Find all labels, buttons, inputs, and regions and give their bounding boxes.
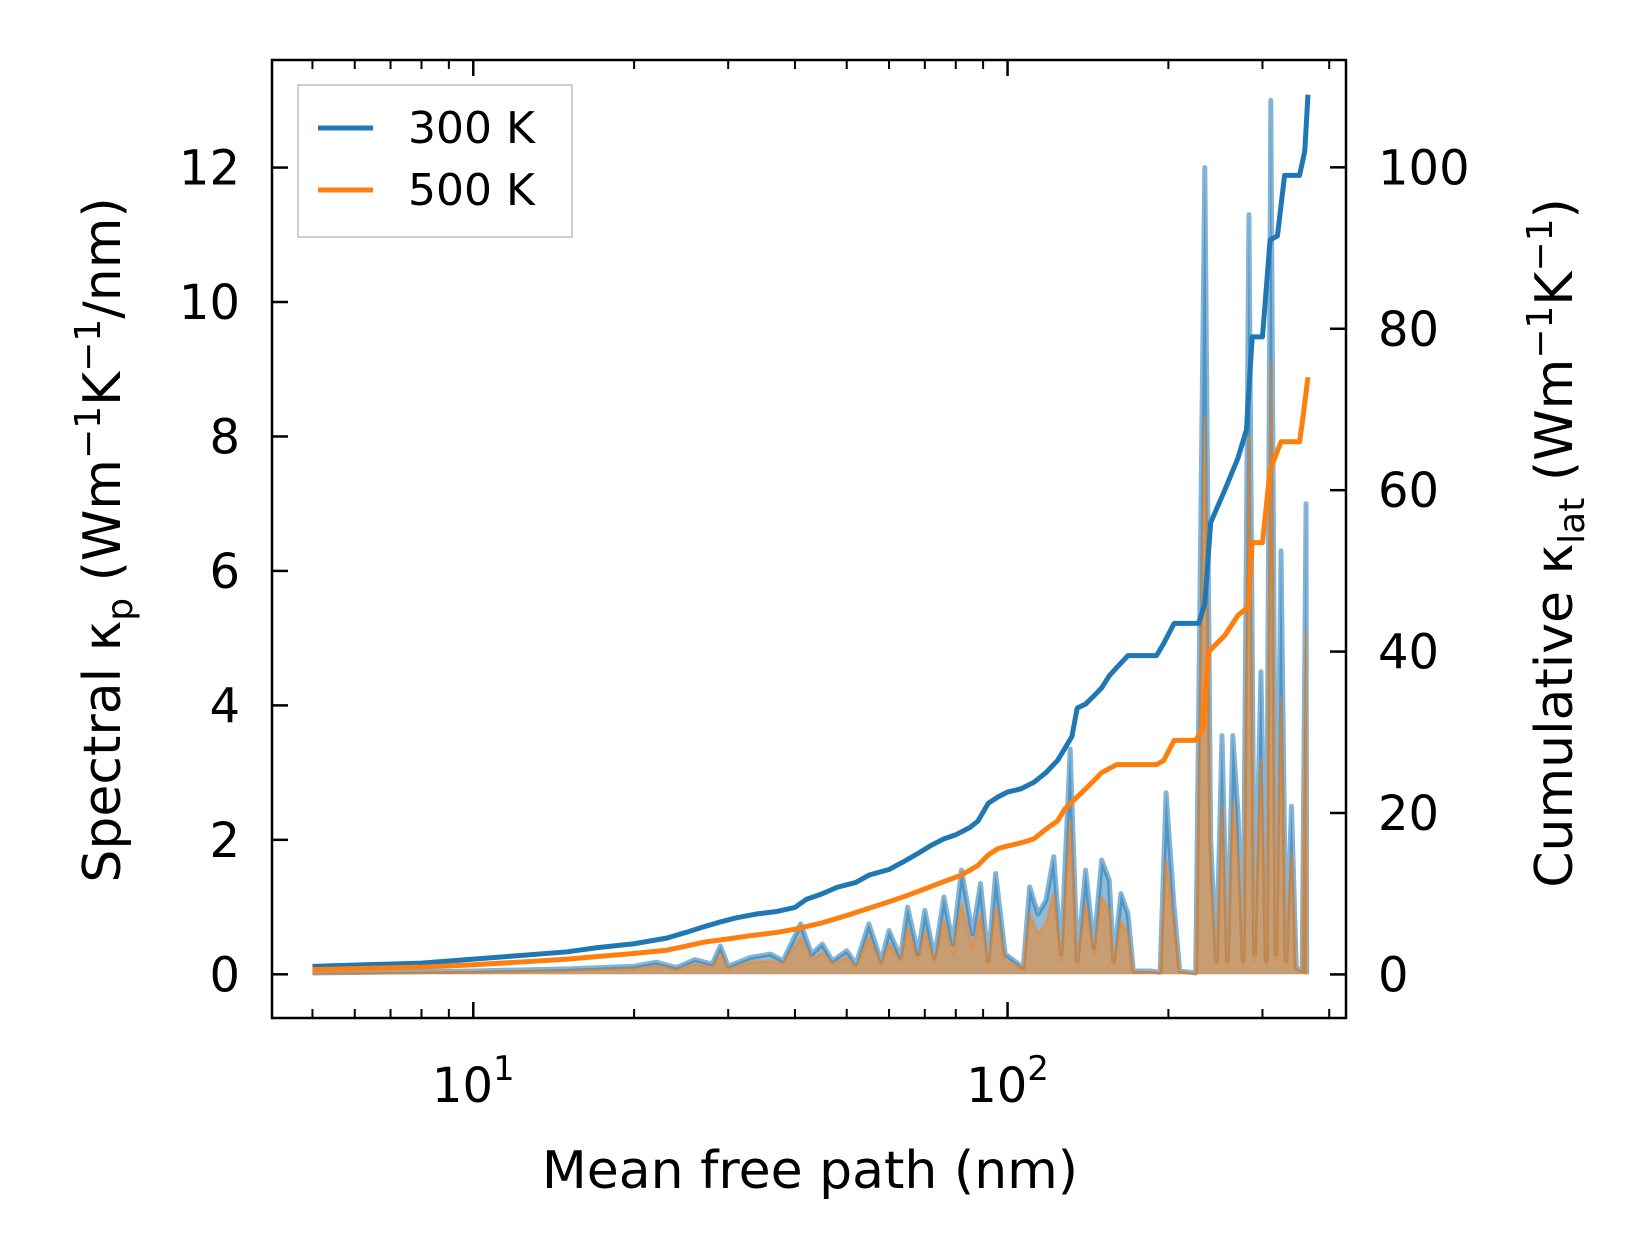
y-left-label-tail: /nm) [73,197,133,318]
x-tick-label-exp: 2 [1027,1049,1049,1089]
axes-frame [270,58,1348,1020]
cumulative-line-500k [312,376,1311,973]
y-left-tick-label: 12 [179,141,240,197]
y-axis-right-label: Cumulative κlat (Wm−1K−1) [1520,198,1593,888]
y-right-label-tail: ) [1525,198,1585,218]
y-right-tick-label: 0 [1378,947,1409,1003]
spectral-fill-layer [312,97,1310,976]
y-right-label-k: K [1525,270,1585,306]
spectral-line-500k [312,361,1309,976]
x-tick-label-exp: 1 [493,1049,515,1089]
y-axis-left-label: Spectral κp (Wm−1K−1/nm) [68,197,141,882]
y-left-tick-label: 0 [209,947,240,1003]
y-left-tick-label: 6 [209,544,240,600]
legend-label-500k: 500 K [408,165,536,216]
y-left-tick-label: 10 [179,275,240,331]
legend-label-300k: 300 K [408,103,536,154]
y-left-label-units: (Wm [73,459,133,598]
x-tick-label-base: 10 [966,1058,1027,1114]
cumulative-line-300k [312,94,1311,969]
y-left-label-k: K [73,370,133,406]
y-right-tick-label: 40 [1378,625,1439,681]
y-left-tick-label: 8 [209,409,240,465]
y-right-label-prefix: Cumulative κ [1525,544,1585,888]
y-right-tick-label: 80 [1378,302,1439,358]
y-left-tick-label: 2 [209,813,240,869]
y-right-label-exp2: −1 [1520,218,1561,271]
y-right-label-exp1: −1 [1520,306,1561,359]
axes-frame-layer [270,58,1348,1020]
x-tick-label-base: 10 [432,1058,493,1114]
y-left-label-prefix: Spectral κ [73,621,133,883]
y-left-label-exp2: −1 [68,319,109,372]
y-right-label-sub: lat [1552,498,1593,544]
y-left-label-exp1: −1 [68,406,109,459]
spectral-line-300k [312,97,1310,976]
x-axis-label: Mean free path (nm) [542,1141,1078,1201]
y-right-tick-label: 100 [1378,140,1470,196]
y-right-label-units: (Wm [1525,359,1585,498]
legend: 300 K 500 K [297,84,573,238]
x-tick-label: 102 [966,1049,1049,1114]
spectral-area-500k [312,362,1307,975]
y-left-label-sub: p [100,598,141,621]
y-left-tick-label: 4 [209,678,240,734]
y-right-tick-label: 20 [1378,786,1439,842]
series-line-layer [312,94,1311,973]
x-tick-label: 101 [432,1049,515,1114]
y-right-tick-label: 60 [1378,463,1439,519]
legend-box [297,84,573,238]
